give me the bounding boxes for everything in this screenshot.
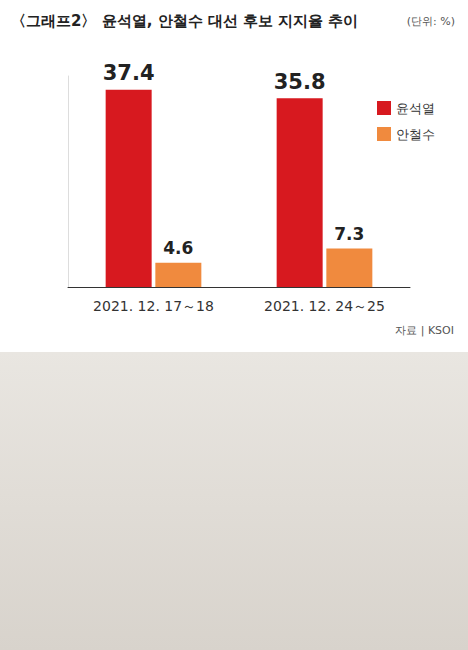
svg-text:(단위: %): (단위: %) [407, 15, 455, 28]
svg-text:35.8: 35.8 [274, 70, 326, 94]
svg-text:4.6: 4.6 [163, 238, 193, 258]
svg-text:7.3: 7.3 [334, 224, 364, 244]
svg-text:안철수: 안철수 [396, 127, 435, 142]
svg-text:윤석열: 윤석열 [396, 101, 435, 116]
svg-text:자료 | KSOI: 자료 | KSOI [395, 324, 454, 337]
svg-text:〈그래프2〉 윤석열, 안철수 대선 후보 지지율 추이: 〈그래프2〉 윤석열, 안철수 대선 후보 지지율 추이 [11, 12, 358, 30]
svg-text:2021. 12. 17～18: 2021. 12. 17～18 [93, 298, 214, 314]
svg-text:2021. 12. 24～25: 2021. 12. 24～25 [264, 298, 385, 314]
svg-text:37.4: 37.4 [103, 61, 155, 85]
